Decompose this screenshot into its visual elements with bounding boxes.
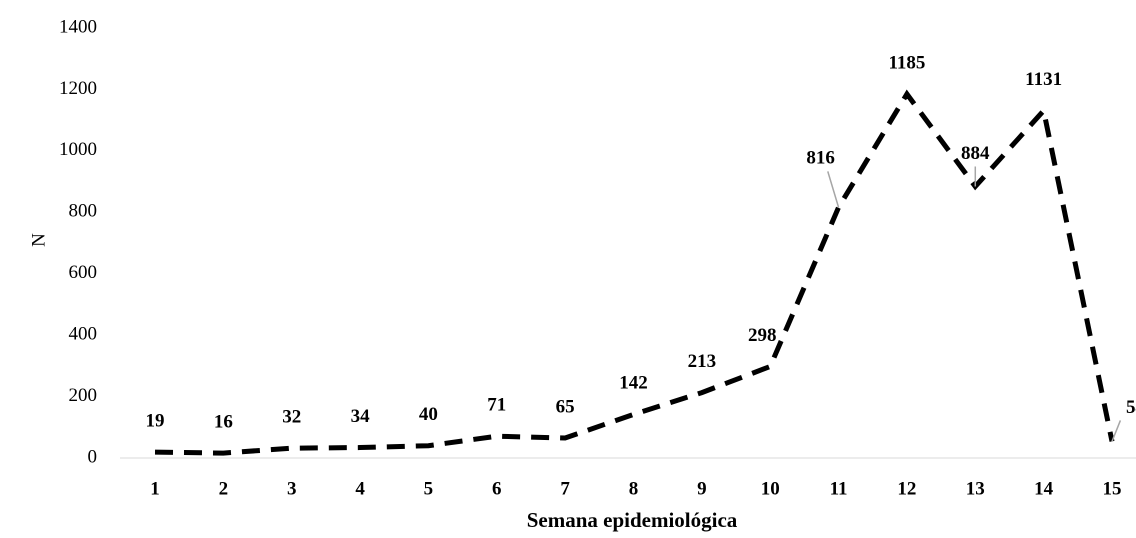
x-tick-label: 5 (424, 478, 434, 499)
x-tick-label: 13 (966, 478, 985, 499)
x-tick-label: 11 (830, 478, 848, 499)
y-tick-label: 1000 (59, 139, 97, 160)
x-tick-label: 7 (560, 478, 570, 499)
data-label: 32 (282, 407, 301, 428)
x-tick-label: 9 (697, 478, 707, 499)
x-tick-label: 12 (897, 478, 916, 499)
data-label: 34 (351, 406, 371, 427)
leader-line (1111, 420, 1122, 442)
y-tick-label: 600 (69, 262, 98, 283)
y-tick-label: 0 (88, 446, 98, 467)
x-tick-label: 4 (355, 478, 365, 499)
y-tick-label: 800 (69, 201, 98, 222)
y-axis-title: N (28, 233, 49, 247)
y-tick-label: 200 (69, 385, 98, 406)
line (154, 89, 1115, 456)
x-tick-label: 10 (761, 478, 780, 499)
data-label: 19 (146, 411, 165, 432)
data-label: 298 (748, 325, 777, 346)
x-tick-label: 14 (1034, 478, 1054, 499)
x-tick-label: 3 (287, 478, 297, 499)
y-tick-label: 400 (69, 324, 98, 345)
x-axis-title: Semana epidemiológica (527, 508, 738, 532)
data-label: 1185 (888, 52, 925, 73)
data-label: 884 (961, 143, 990, 164)
data-label: 142 (619, 373, 648, 394)
x-tick-label: 1 (150, 478, 160, 499)
y-tick-label: 1400 (59, 16, 97, 37)
data-label: 816 (806, 148, 835, 169)
x-tick-label: 6 (492, 478, 502, 499)
data-label: 16 (214, 411, 233, 432)
data-label: 65 (556, 396, 575, 417)
data-label: 40 (419, 404, 438, 425)
x-tick-label: 2 (219, 478, 229, 499)
data-label: 213 (688, 351, 717, 372)
x-tick-label: 8 (629, 478, 639, 499)
x-tick-label: 15 (1103, 478, 1122, 499)
leader-line (827, 171, 840, 208)
data-label: 1131 (1025, 69, 1062, 90)
data-label: 54 (1126, 397, 1136, 418)
y-tick-label: 1200 (59, 78, 97, 99)
data-label: 71 (487, 395, 506, 416)
